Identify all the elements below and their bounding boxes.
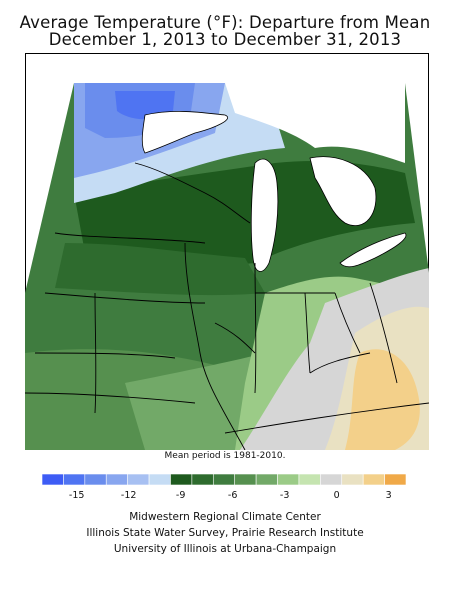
state-boundaries	[25, 162, 429, 450]
color-scale-legend: -15 -12 -9 -6 -3 0 3	[42, 474, 406, 501]
zone-warm-orange	[345, 349, 420, 450]
legend-tick-label: -6	[228, 490, 237, 501]
legend-swatch	[234, 474, 257, 486]
credit-mrcc: Midwestern Regional Climate Center	[129, 511, 321, 523]
legend-tick-label: -9	[176, 490, 185, 501]
credit-uiuc: University of Illinois at Urbana-Champai…	[113, 543, 337, 555]
legend-swatch	[105, 474, 128, 486]
legend-swatch	[277, 474, 300, 486]
map-date-range: December 1, 2013 to December 31, 2013	[48, 30, 402, 49]
lake-erie	[339, 232, 407, 268]
lake-superior	[141, 111, 228, 154]
legend-swatch	[212, 474, 235, 486]
legend-swatch	[191, 474, 214, 486]
legend-tick-labels: -15 -12 -9 -6 -3 0 3	[69, 490, 392, 501]
legend-swatch	[127, 474, 150, 486]
zone-central-darker	[55, 243, 265, 296]
mean-period-note: Mean period is 1981-2010.	[164, 451, 286, 461]
legend-tick-label: -12	[121, 490, 137, 501]
legend-swatch	[341, 474, 364, 486]
legend-swatch	[384, 474, 406, 486]
legend-swatch	[63, 474, 86, 486]
map-title: Average Temperature (°F): Departure from…	[19, 13, 431, 32]
legend-swatches	[42, 474, 406, 486]
legend-swatch	[255, 474, 278, 486]
legend-tick-label: 3	[386, 490, 392, 501]
outer-water-north	[225, 83, 405, 163]
legend-swatch	[42, 474, 64, 486]
legend-tick-label: 0	[334, 490, 340, 501]
lake-michigan	[250, 158, 279, 272]
legend-swatch	[148, 474, 171, 486]
temperature-departure-map	[25, 53, 429, 450]
legend-swatch	[320, 474, 343, 486]
legend-swatch	[170, 474, 193, 486]
legend-swatch	[362, 474, 385, 486]
color-field	[25, 83, 429, 450]
legend-tick-label: -15	[69, 490, 85, 501]
legend-tick-label: -3	[280, 490, 289, 501]
legend-swatch	[298, 474, 321, 486]
lake-huron	[309, 156, 377, 226]
credit-isws: Illinois State Water Survey, Prairie Res…	[86, 527, 364, 539]
legend-swatch	[84, 474, 107, 486]
